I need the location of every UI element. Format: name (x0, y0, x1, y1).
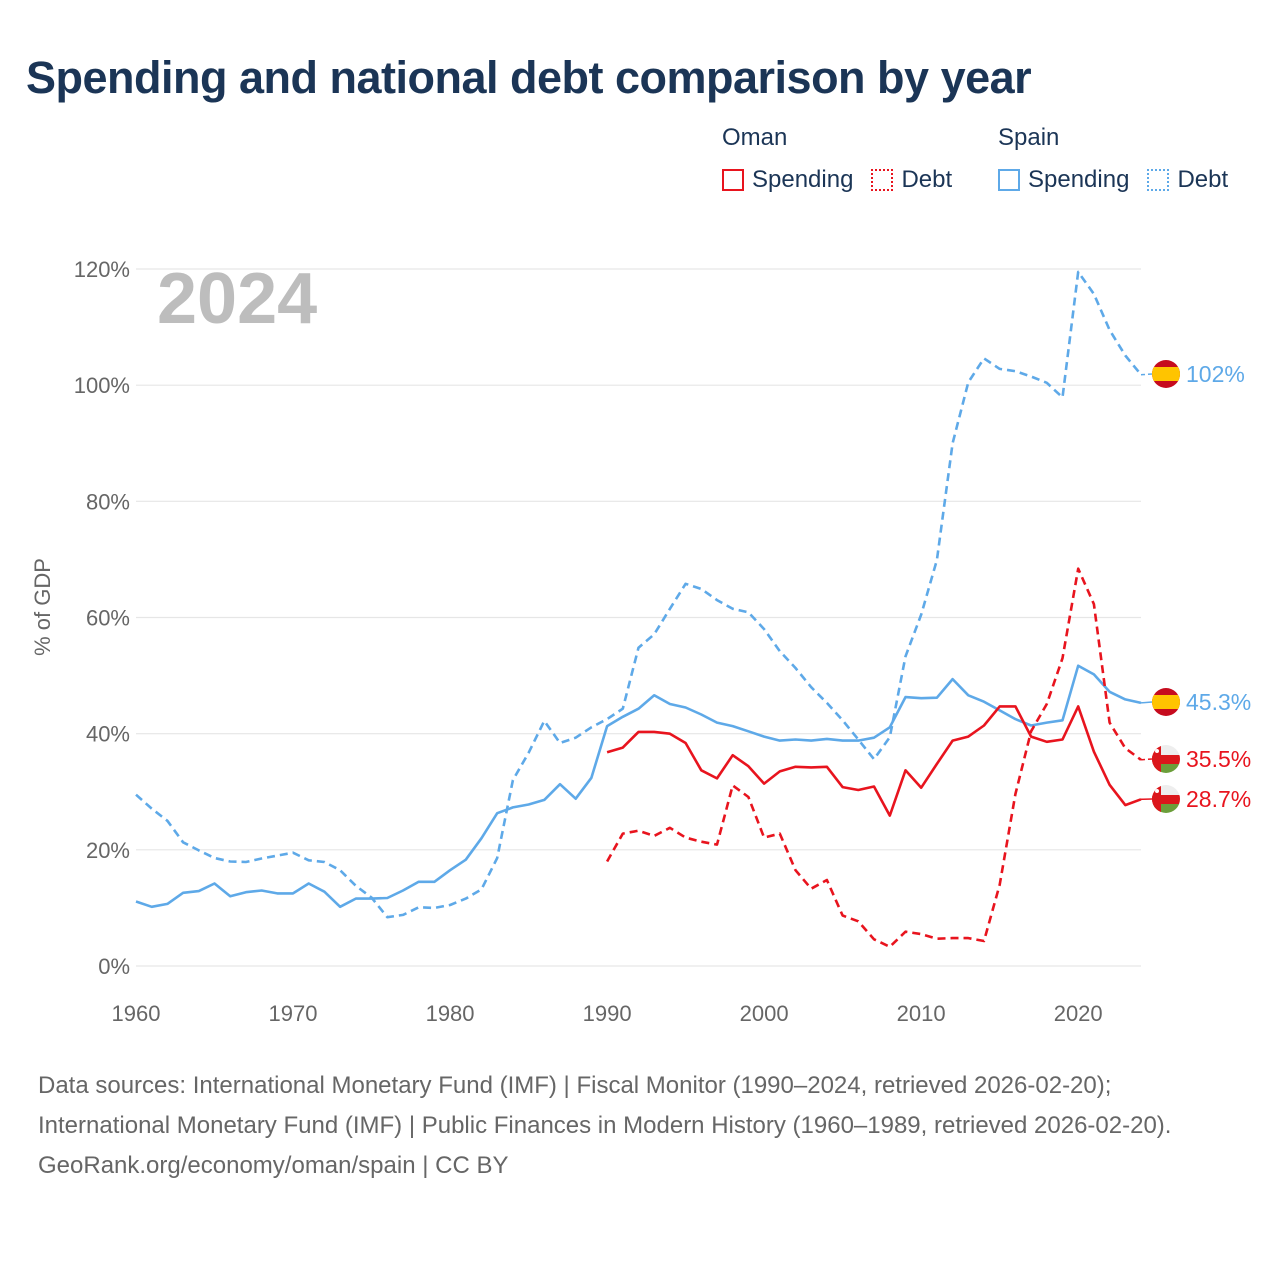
x-tick-label-2020: 2020 (1054, 1001, 1103, 1026)
end-label-oman-spending: 28.7% (1186, 786, 1251, 812)
chart-title: Spending and national debt comparison by… (26, 52, 1032, 103)
legend-swatch-spain-spending (998, 169, 1020, 191)
series-line-spain-spending (135, 664, 1142, 909)
y-tick-label-60: 60% (86, 606, 130, 631)
x-tick-label-1970: 1970 (269, 1001, 318, 1026)
flag-icon-oman-3 (1152, 785, 1180, 813)
legend-oman: Oman Spending Debt (722, 124, 970, 194)
legend-oman-title: Oman (722, 124, 788, 151)
y-axis-label: % of GDP (30, 558, 55, 656)
legend-oman-spending[interactable]: Spending (722, 166, 853, 194)
series-line-spain-debt (135, 270, 1143, 919)
data-sources-text: Data sources: International Monetary Fun… (38, 1072, 1172, 1139)
legend-label-oman-spending: Spending (752, 166, 854, 193)
legend-spain-title: Spain (998, 124, 1060, 151)
y-tick-label-120: 120% (74, 257, 130, 282)
legend-oman-debt[interactable]: Debt (871, 166, 952, 194)
flag-icon-spain-1 (1152, 688, 1180, 716)
x-tick-label-2010: 2010 (897, 1001, 946, 1026)
x-tick-label-1980: 1980 (426, 1001, 475, 1026)
legend-label-spain-spending: Spending (1028, 166, 1130, 193)
y-tick-label-80: 80% (86, 489, 130, 514)
y-tick-label-0: 0% (98, 954, 130, 979)
x-tick-label-1990: 1990 (583, 1001, 632, 1026)
end-label-spain-debt: 102% (1186, 361, 1245, 387)
year-label: 2024 (157, 259, 317, 339)
connector-spain-spending (1140, 701, 1153, 704)
y-tick-label-40: 40% (86, 722, 130, 747)
x-tick-label-1960: 1960 (112, 1001, 161, 1026)
line-chart: 0% 20% 40% 60% 80% 100% 120% 1960 1970 1980 1990 20… (30, 257, 1251, 1026)
legend-spain-debt[interactable]: Debt (1147, 166, 1228, 194)
y-tick-label-100: 100% (74, 373, 130, 398)
series-line-oman-debt (605, 567, 1142, 949)
end-label-spain-spending: 45.3% (1186, 689, 1251, 715)
legend-label-oman-debt: Debt (901, 166, 953, 193)
footer: Data sources: International Monetary Fun… (38, 1066, 1238, 1186)
y-tick-label-20: 20% (86, 838, 130, 863)
legend-swatch-oman-spending (722, 169, 744, 191)
legend-swatch-spain-debt (1147, 169, 1170, 191)
flag-icon-oman-2 (1152, 745, 1180, 773)
end-label-oman-debt: 35.5% (1186, 746, 1251, 772)
x-tick-label-2000: 2000 (740, 1001, 789, 1026)
legend-swatch-oman-debt (871, 169, 894, 191)
connector-spain-debt (1140, 373, 1153, 376)
series-line-oman-spending (606, 705, 1142, 817)
legend-label-spain-debt: Debt (1177, 166, 1229, 193)
flag-icon-spain-0 (1152, 360, 1180, 388)
credit-text: GeoRank.org/economy/oman/spain | CC BY (38, 1152, 509, 1179)
legend-spain-spending[interactable]: Spending (998, 166, 1129, 194)
legend-spain: Spain Spending Debt (998, 124, 1246, 194)
connector-oman-debt (1140, 758, 1153, 761)
